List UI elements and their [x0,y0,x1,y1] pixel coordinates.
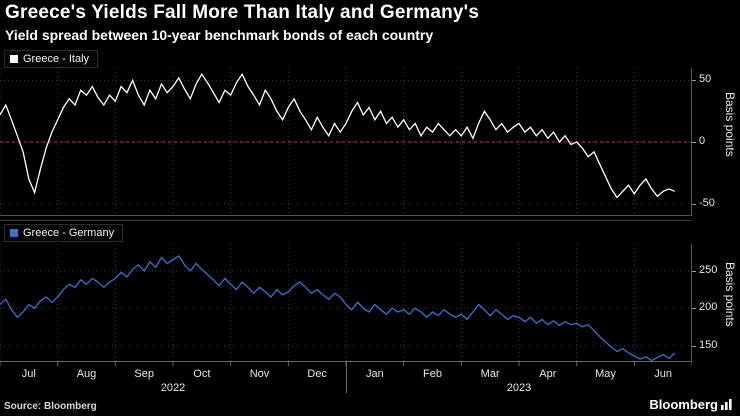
legend-greece-italy: Greece - Italy [4,50,99,68]
legend-greece-germany-label: Greece - Germany [23,227,115,239]
greece-germany-swatch [10,229,18,237]
month-label: Oct [193,368,211,380]
year-label: 2022 [160,382,186,394]
month-label: Feb [423,368,442,380]
legend-greece-italy-label: Greece - Italy [23,53,90,65]
year-divider-line [346,361,347,393]
y-tick-mark [692,308,696,310]
y-tick-mark [692,80,696,82]
month-label: Jun [654,368,673,380]
bloomberg-logo: Bloomberg [649,397,732,412]
month-label: Mar [480,368,500,380]
y-tick-label: 200 [699,301,718,314]
chart-title: Greece's Yields Fall More Than Italy and… [5,2,480,23]
bar-chart-icon [721,399,732,410]
month-label: Jul [21,368,36,380]
month-label: Jan [365,368,384,380]
y-axis-title-bottom: Basis points [723,262,737,327]
y-tick-mark [692,203,696,205]
greece-germany-chart [0,244,692,362]
source-label: Source: Bloomberg [4,401,97,412]
y-tick-label: 150 [699,338,718,351]
month-label: Aug [76,368,97,380]
month-label: May [595,368,616,380]
y-tick-mark [692,270,696,272]
series-line [0,72,675,199]
legend-greece-germany: Greece - Germany [4,224,124,242]
month-label: Nov [249,368,270,380]
y-tick-label: 50 [699,73,712,86]
month-label: Sep [134,368,154,380]
y-axis-title-top: Basis points [723,92,737,157]
y-tick-label: 250 [699,263,718,276]
month-label: Dec [307,368,327,380]
y-tick-mark [692,345,696,347]
greece-italy-swatch [10,55,18,63]
y-tick-mark [692,142,696,143]
chart-subtitle: Yield spread between 10-year benchmark b… [5,27,434,43]
y-tick-label: 0 [699,135,706,147]
y-tick-label: -50 [699,196,715,209]
greece-italy-chart [0,68,692,216]
year-label: 2023 [506,382,532,394]
bloomberg-wordmark: Bloomberg [649,397,718,412]
panel-divider [0,220,692,221]
month-label: Apr [539,368,557,380]
series-line [0,254,676,362]
